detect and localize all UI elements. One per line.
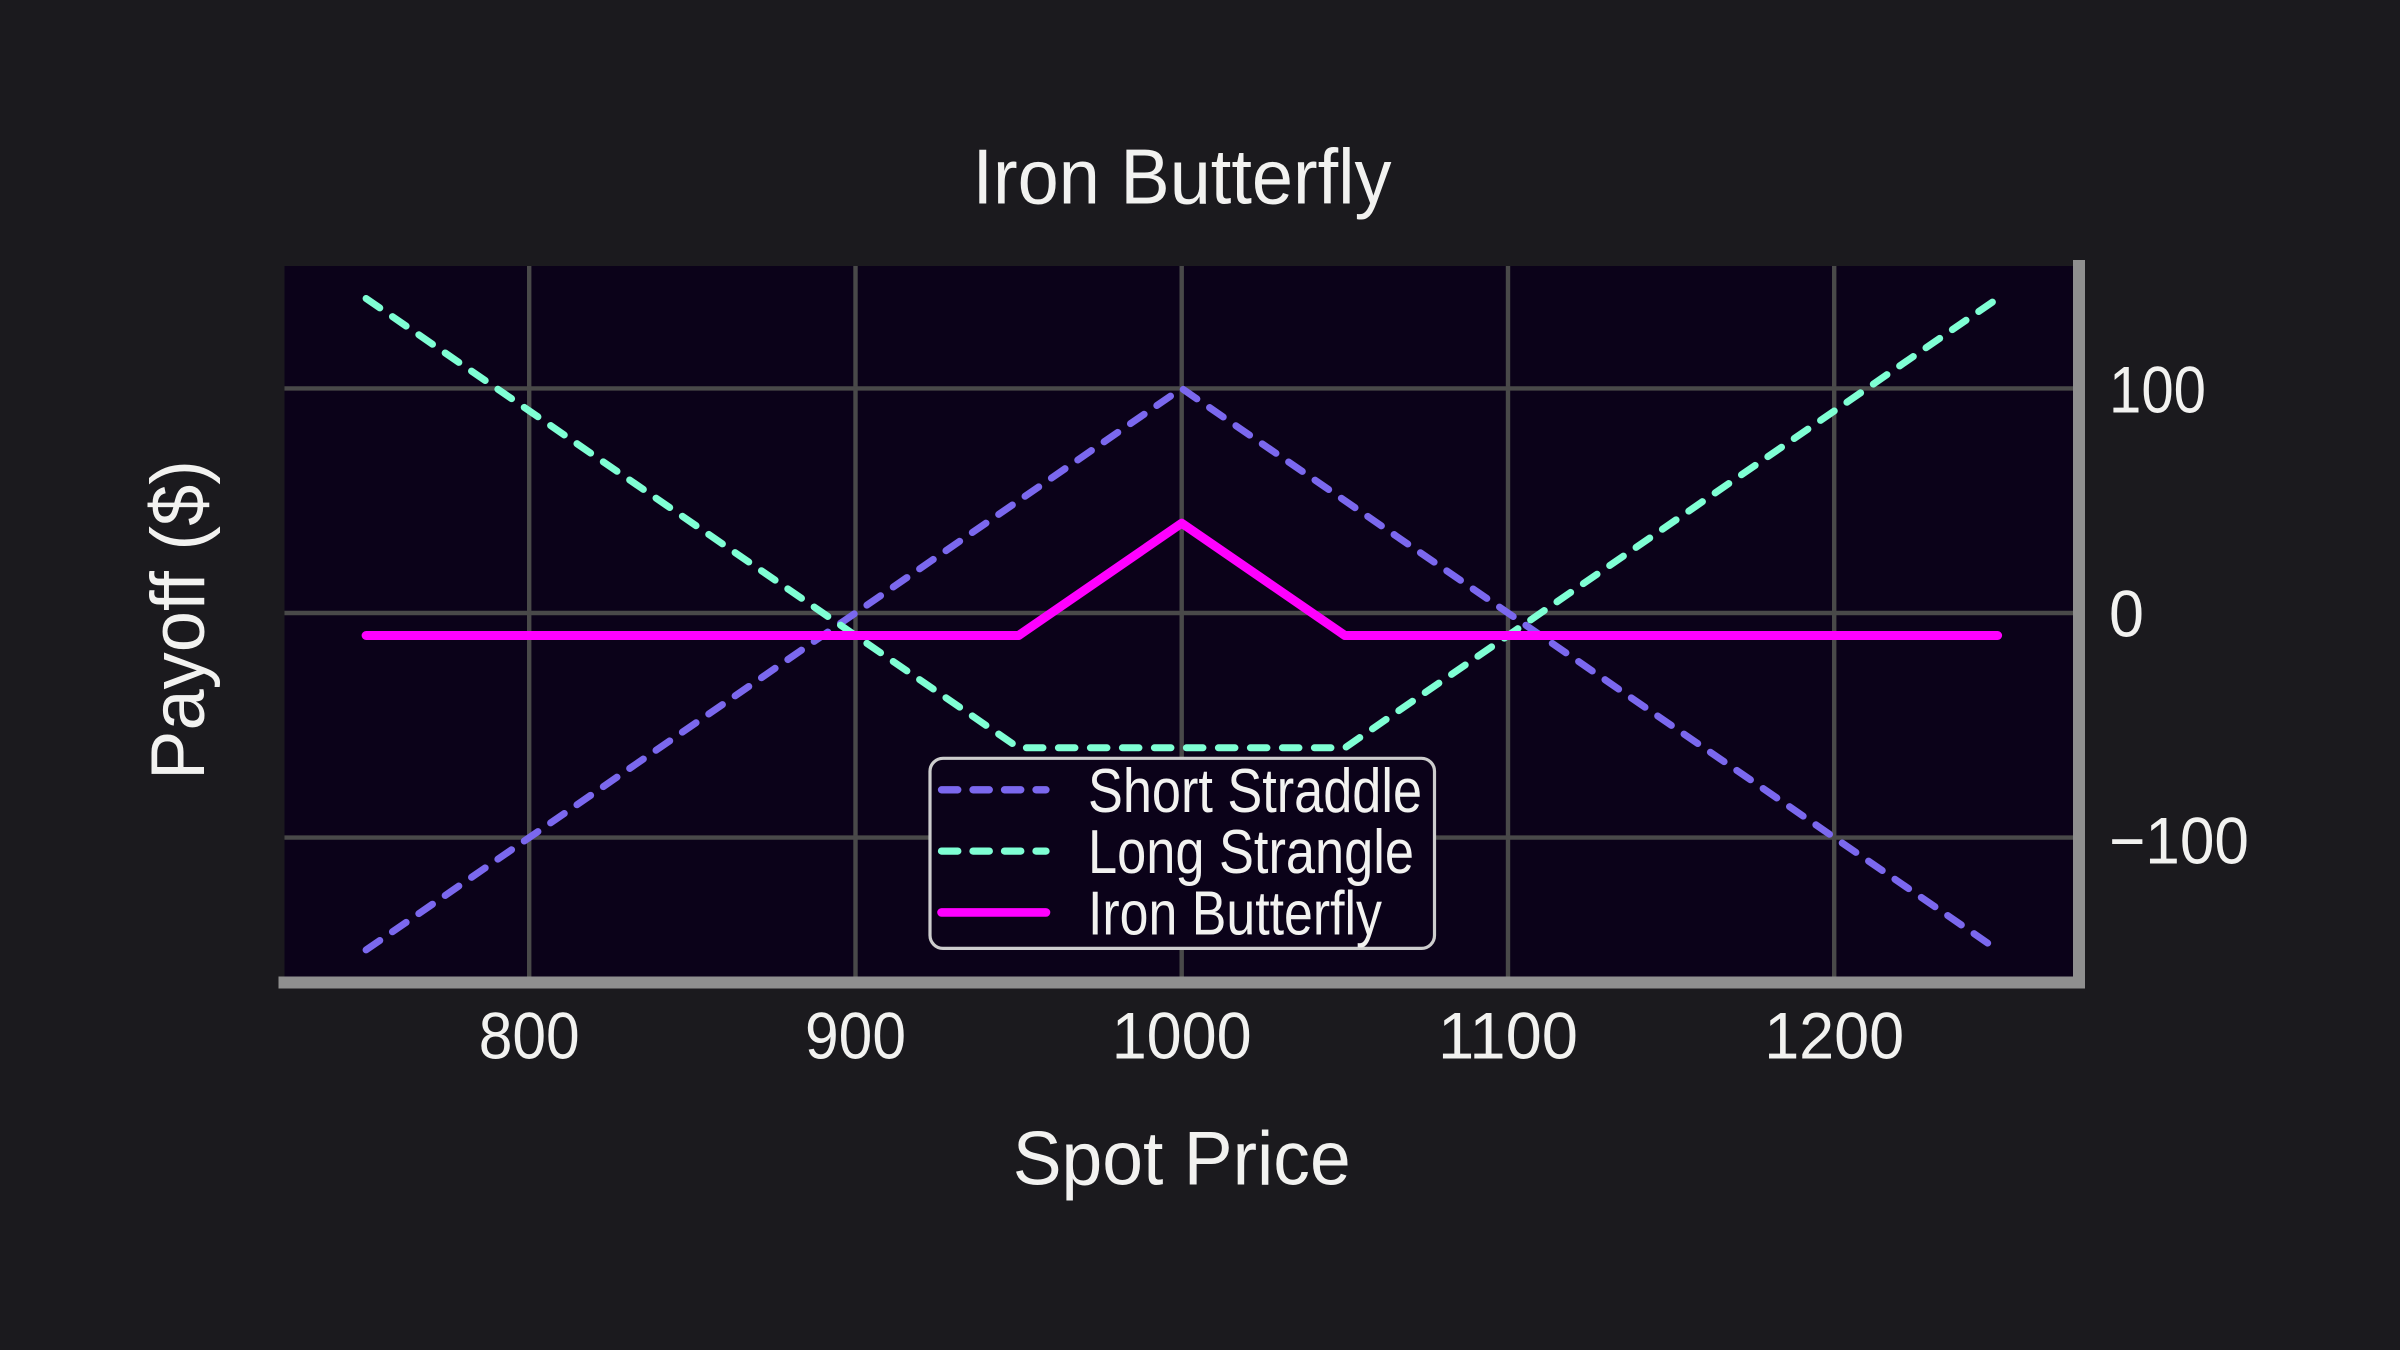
svg-text:0: 0 — [2109, 576, 2144, 650]
svg-text:100: 100 — [2109, 353, 2206, 427]
svg-text:1100: 1100 — [1438, 999, 1578, 1073]
svg-text:Iron Butterfly: Iron Butterfly — [973, 132, 1392, 220]
svg-text:1000: 1000 — [1112, 999, 1252, 1073]
svg-text:Spot Price: Spot Price — [1013, 1116, 1351, 1201]
svg-text:1200: 1200 — [1764, 999, 1904, 1073]
svg-text:Short Straddle: Short Straddle — [1088, 757, 1422, 826]
svg-text:Payoff ($): Payoff ($) — [136, 460, 221, 780]
svg-text:900: 900 — [805, 999, 906, 1073]
svg-text:−100: −100 — [2109, 804, 2249, 878]
svg-text:800: 800 — [479, 999, 580, 1073]
svg-text:Iron Butterfly: Iron Butterfly — [1088, 879, 1382, 948]
svg-text:Long Strangle: Long Strangle — [1088, 818, 1414, 887]
